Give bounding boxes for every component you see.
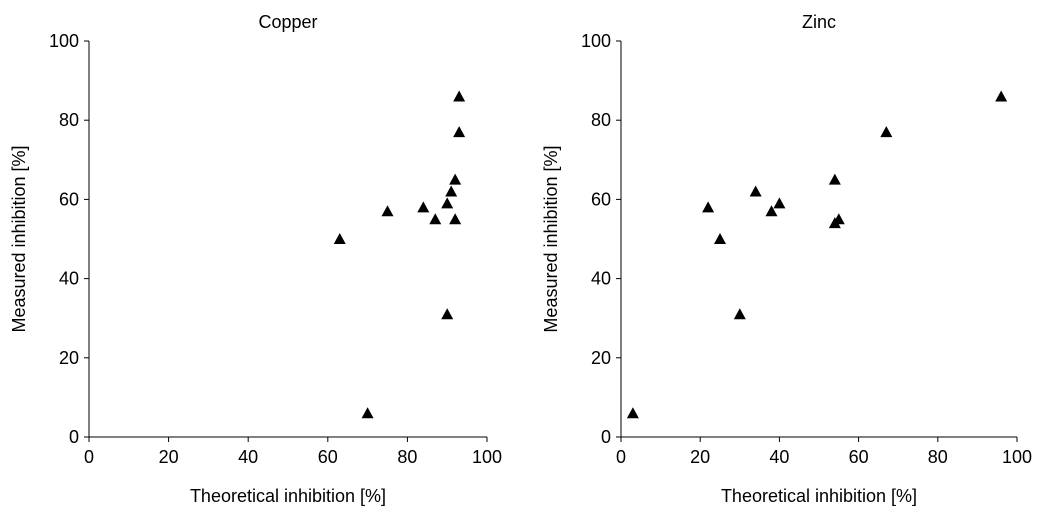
point <box>702 201 715 213</box>
x-tick-label: 0 <box>84 447 94 467</box>
y-tick-label: 100 <box>49 31 79 51</box>
point <box>429 213 442 225</box>
point <box>333 233 346 244</box>
y-tick-label: 40 <box>59 269 79 289</box>
point <box>880 126 893 138</box>
point <box>995 90 1008 102</box>
chart-title: Zinc <box>802 12 836 32</box>
point <box>828 173 841 185</box>
y-tick-label: 0 <box>69 427 79 447</box>
x-tick-label: 60 <box>849 447 869 467</box>
point <box>765 205 778 217</box>
y-tick-label: 80 <box>59 110 79 130</box>
y-tick-label: 100 <box>581 31 611 51</box>
x-tick-label: 40 <box>769 447 789 467</box>
x-tick-label: 60 <box>318 447 338 467</box>
point <box>445 185 458 197</box>
point <box>626 407 639 419</box>
x-tick-label: 0 <box>616 447 626 467</box>
point <box>381 205 394 217</box>
y-axis-label: Measured inhibition [%] <box>9 145 29 332</box>
y-tick-label: 20 <box>59 348 79 368</box>
x-tick-label: 20 <box>159 447 179 467</box>
y-tick-label: 60 <box>59 189 79 209</box>
y-tick-label: 20 <box>591 348 611 368</box>
point <box>832 213 845 225</box>
point <box>733 308 746 320</box>
x-tick-label: 100 <box>472 447 502 467</box>
point <box>417 201 430 213</box>
y-axis-label: Measured inhibition [%] <box>541 145 561 332</box>
x-tick-label: 40 <box>238 447 258 467</box>
x-tick-label: 80 <box>928 447 948 467</box>
x-tick-label: 80 <box>397 447 417 467</box>
point <box>773 197 786 209</box>
point <box>449 213 462 225</box>
x-axis-label: Theoretical inhibition [%] <box>721 486 917 506</box>
y-tick-label: 0 <box>601 427 611 447</box>
x-tick-label: 20 <box>690 447 710 467</box>
x-tick-label: 100 <box>1002 447 1032 467</box>
point <box>441 308 454 320</box>
point <box>714 233 726 244</box>
y-tick-label: 60 <box>591 189 611 209</box>
point <box>361 407 374 419</box>
point <box>749 185 762 197</box>
point <box>449 173 462 185</box>
x-axis-label: Theoretical inhibition [%] <box>190 486 386 506</box>
y-tick-label: 80 <box>591 110 611 130</box>
chart-title: Copper <box>258 12 317 32</box>
point <box>453 90 466 102</box>
y-tick-label: 40 <box>591 269 611 289</box>
point <box>453 126 466 138</box>
point <box>441 197 454 209</box>
